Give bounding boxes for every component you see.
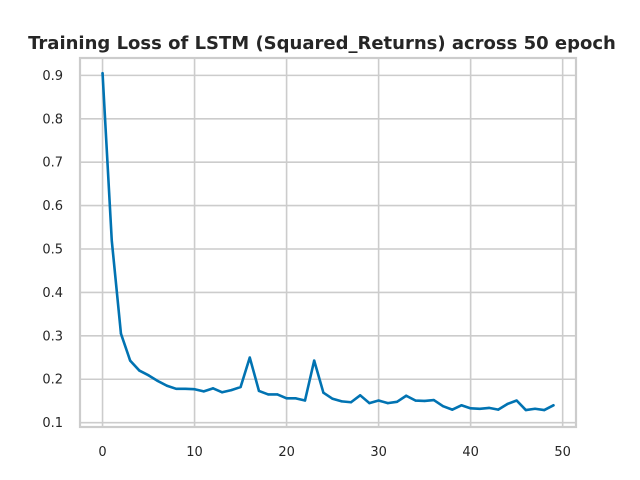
loss-data-point [497, 408, 500, 411]
series-layer [101, 71, 555, 412]
loss-data-point [552, 404, 555, 407]
y-axis-ticks: 0.1 0.2 0.3 0.4 0.5 0.6 0.7 0.8 0.9 [42, 69, 63, 431]
y-tick-label: 0.2 [42, 373, 63, 388]
loss-data-point [487, 406, 491, 410]
loss-data-point [147, 374, 150, 377]
loss-data-point [294, 397, 297, 400]
loss-data-point [128, 359, 132, 362]
loss-data-point [414, 399, 417, 402]
x-tick-label: 40 [462, 445, 479, 460]
x-tick-label: 0 [98, 445, 106, 460]
loss-data-point [386, 401, 390, 405]
loss-data-point [184, 387, 187, 390]
loss-data-point [211, 387, 215, 390]
loss-data-point [138, 369, 141, 372]
loss-data-point [506, 402, 509, 406]
loss-data-point [156, 379, 159, 383]
grid [80, 58, 576, 427]
loss-data-point [331, 397, 334, 400]
y-tick-label: 0.3 [42, 329, 63, 344]
x-tick-label: 10 [186, 445, 203, 460]
loss-data-point [405, 394, 408, 397]
loss-data-point [395, 400, 399, 404]
loss-data-point [193, 388, 196, 391]
y-tick-label: 0.8 [42, 112, 63, 127]
loss-data-point [515, 399, 518, 402]
loss-data-point [303, 399, 307, 402]
loss-data-point [543, 408, 546, 412]
loss-data-point [432, 398, 436, 402]
y-tick-label: 0.5 [42, 243, 63, 258]
loss-data-point [460, 404, 463, 407]
loss-data-point [349, 401, 353, 404]
y-tick-label: 0.4 [42, 286, 63, 301]
loss-data-point [533, 407, 537, 410]
loss-data-point [220, 391, 224, 394]
loss-data-point [451, 408, 454, 411]
loss-data-point [239, 385, 242, 389]
loss-data-point [377, 399, 380, 402]
axes-frame [78, 56, 578, 429]
loss-data-point [423, 399, 426, 403]
loss-data-point [359, 394, 362, 397]
loss-data-point [285, 397, 288, 400]
loss-data-point [322, 391, 325, 394]
loss-data-point [230, 388, 233, 392]
x-tick-label: 50 [554, 445, 571, 460]
loss-data-point [276, 393, 279, 396]
loss-series-line [101, 71, 555, 412]
loss-data-point [257, 389, 261, 393]
y-tick-label: 0.6 [42, 199, 63, 214]
chart-title: Training Loss of LSTM (Squared_Returns) … [28, 33, 616, 54]
loss-data-point [266, 393, 270, 396]
y-tick-label: 0.7 [42, 156, 63, 171]
loss-data-point [478, 407, 482, 410]
loss-data-point [174, 387, 178, 390]
x-tick-label: 30 [370, 445, 387, 460]
y-tick-label: 0.1 [42, 416, 63, 431]
loss-data-point [524, 408, 528, 412]
loss-data-point [101, 71, 104, 75]
loss-data-point [368, 401, 371, 405]
loss-data-point [441, 404, 445, 408]
loss-data-point [110, 239, 113, 242]
loss-data-point [248, 356, 251, 359]
plot-frame [78, 56, 578, 429]
loss-data-point [340, 400, 344, 403]
loss-data-point [469, 407, 472, 410]
y-tick-label: 0.9 [42, 69, 63, 84]
loss-data-point [165, 384, 169, 387]
loss-data-point [119, 332, 123, 335]
x-axis-ticks: 0 10 20 30 40 50 [98, 445, 571, 460]
loss-data-point [202, 390, 205, 393]
x-tick-label: 20 [278, 445, 295, 460]
loss-data-point [312, 359, 316, 362]
